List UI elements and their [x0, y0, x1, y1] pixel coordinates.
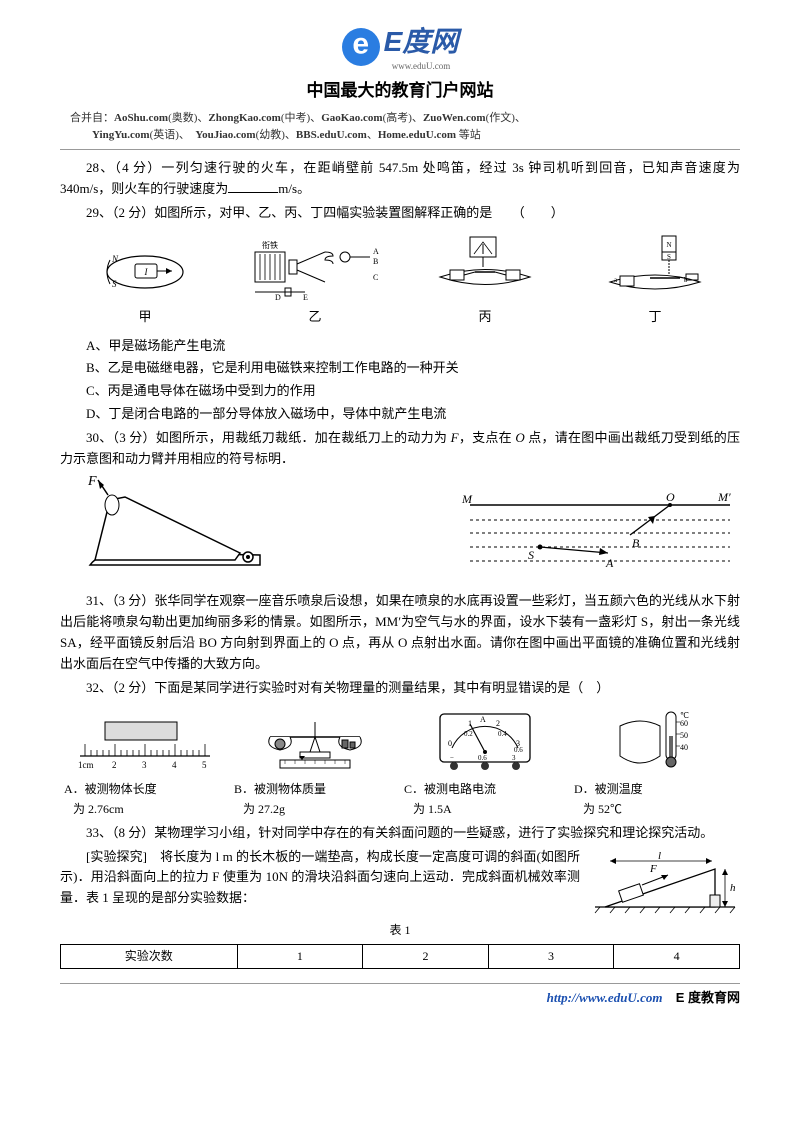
svg-text:h: h: [730, 882, 736, 894]
svg-text:M′: M′: [717, 490, 731, 504]
svg-text:60: 60: [680, 719, 688, 728]
figure-balance: [230, 712, 400, 772]
svg-text:A: A: [480, 715, 486, 724]
svg-text:2: 2: [112, 760, 117, 770]
figure-ding: N S a b: [600, 232, 710, 302]
logo-text: E度网: [384, 26, 459, 57]
svg-text:S: S: [112, 279, 117, 289]
svg-text:M: M: [461, 492, 473, 506]
q29-opt-d: D、丁是闭合电路的一部分导体放入磁场中，导体中就产生电流: [60, 404, 740, 425]
figure-paper-cutter: F: [60, 475, 290, 585]
site-logo: E度网 www.eduU.com: [60, 20, 740, 73]
q32-figures: 1cm 2 3 4 5: [60, 706, 740, 772]
svg-text:C: C: [373, 273, 378, 282]
svg-text:N: N: [666, 241, 671, 249]
label-ding: 丁: [648, 307, 661, 328]
svg-text:l: l: [658, 850, 661, 862]
figure-jia: I N S: [100, 242, 190, 302]
svg-text:F: F: [649, 863, 657, 875]
merge-sites: 合并自：AoShu.com(奥数)、ZhongKao.com(中考)、GaoKa…: [60, 110, 740, 150]
question-28: 28、（4 分）一列匀速行驶的火车，在距峭壁前 547.5m 处鸣笛，经过 3s…: [60, 158, 740, 200]
page-footer: http://www.eduU.com E 度教育网: [60, 983, 740, 1009]
blank-input[interactable]: [228, 179, 278, 193]
q32-options: A．被测物体长度 为 2.76cm B．被测物体质量 为 27.2g C．被测电…: [60, 780, 740, 818]
question-29: 29、（2 分）如图所示，对甲、乙、丙、丁四幅实验装置图解释正确的是 （ ）: [60, 203, 740, 224]
svg-text:B: B: [632, 536, 640, 550]
svg-text:0.4: 0.4: [498, 730, 507, 738]
q29-opt-c: C、丙是通电导体在磁场中受到力的作用: [60, 381, 740, 402]
svg-text:0.6: 0.6: [478, 754, 487, 762]
experiment-table: 实验次数 1 2 3 4: [60, 944, 740, 969]
svg-text:S: S: [667, 253, 671, 261]
svg-text:40: 40: [680, 743, 688, 752]
site-title: 中国最大的教育门户网站: [60, 77, 740, 104]
svg-text:1: 1: [468, 719, 472, 728]
logo-subtext: www.eduU.com: [384, 59, 459, 73]
label-yi: 乙: [308, 307, 321, 328]
svg-text:50: 50: [680, 731, 688, 740]
figure-ruler: 1cm 2 3 4 5: [60, 716, 230, 772]
svg-text:O: O: [666, 490, 675, 504]
label-jia: 甲: [138, 307, 151, 328]
table-row: 实验次数 1 2 3 4: [61, 944, 740, 968]
svg-text:N: N: [111, 254, 119, 264]
svg-text:0: 0: [448, 739, 452, 748]
figure-yi: 衔铁 A B C D E: [245, 232, 385, 302]
footer-brand: E 度教育网: [676, 990, 740, 1005]
svg-text:A: A: [373, 247, 379, 256]
table-caption: 表 1: [60, 921, 740, 940]
svg-text:S: S: [528, 548, 534, 562]
question-30: 30、（3 分）如图所示，用裁纸刀裁纸．加在裁纸刀上的动力为 F，支点在 O 点…: [60, 428, 740, 470]
q29-figures: I N S 甲 衔铁: [60, 232, 740, 328]
merge-list: AoShu.com(奥数)、ZhongKao.com(中考)、GaoKao.co…: [70, 112, 526, 141]
svg-text:1cm: 1cm: [78, 760, 94, 770]
figure-incline: F l h: [590, 847, 740, 917]
svg-text:4: 4: [172, 760, 177, 770]
figure-thermometer: ℃ 60 50 40: [570, 706, 740, 772]
svg-text:3: 3: [512, 754, 516, 762]
q29-opt-a: A、甲是磁场能产生电流: [60, 336, 740, 357]
svg-text:5: 5: [202, 760, 207, 770]
logo-e-icon: [342, 28, 380, 66]
svg-text:衔铁: 衔铁: [262, 240, 278, 250]
svg-text:2: 2: [496, 719, 500, 728]
q29-opt-b: B、乙是电磁继电器，它是利用电磁铁来控制工作电路的一种开关: [60, 358, 740, 379]
svg-text:0.2: 0.2: [464, 730, 473, 738]
svg-text:A: A: [605, 556, 614, 570]
question-31: 31、（3 分）张华同学在观察一座音乐喷泉后设想，如果在喷泉的水底再设置一些彩灯…: [60, 591, 740, 674]
svg-text:3: 3: [142, 760, 147, 770]
q30-q31-figures: F M M′ O S A B: [60, 475, 740, 585]
question-33-intro: 33、（8 分）某物理学习小组，针对同学中存在的有关斜面问题的一些疑惑，进行了实…: [60, 823, 740, 844]
svg-text:B: B: [373, 257, 378, 266]
svg-text:0.6: 0.6: [514, 746, 523, 754]
figure-bing: [430, 232, 540, 302]
question-32: 32、（2 分）下面是某同学进行实验时对有关物理量的测量结果，其中有明显错误的是…: [60, 678, 740, 699]
footer-url: http://www.eduU.com: [547, 990, 663, 1005]
table-header: 实验次数: [61, 944, 238, 968]
svg-text:D: D: [275, 293, 281, 302]
label-bing: 丙: [478, 307, 491, 328]
svg-text:E: E: [303, 293, 308, 302]
figure-mirror-refraction: M M′ O S A B: [460, 475, 740, 585]
figure-ammeter: 0 1 A 2 3 0.2 0.4 0.6 − 0.6 3: [400, 708, 570, 772]
svg-text:−: −: [450, 754, 454, 762]
svg-text:F: F: [87, 475, 97, 489]
merge-prefix: 合并自：: [70, 112, 114, 124]
